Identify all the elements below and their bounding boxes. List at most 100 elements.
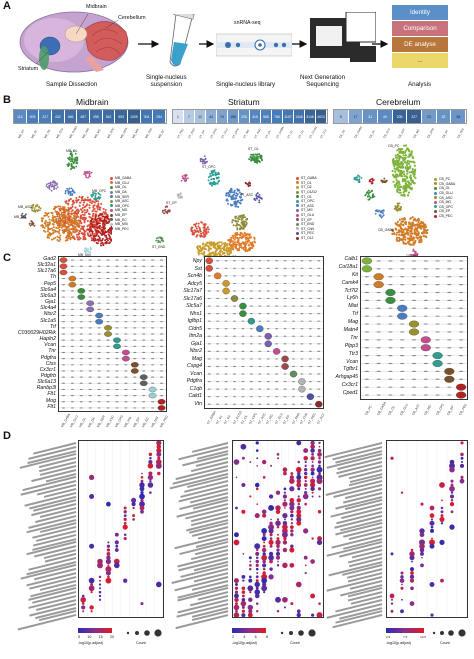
enrichment-dot: [282, 596, 288, 603]
gene-label: Tcf7l2: [344, 287, 358, 294]
enrichment-dot: [304, 460, 307, 464]
marker-violin: [106, 277, 110, 280]
marker-violin: [400, 260, 405, 262]
enrichment-dot: [295, 581, 302, 588]
marker-violin: [258, 396, 262, 398]
umap-point: [66, 222, 69, 225]
umap-point: [67, 199, 70, 202]
count-cell: 114: [14, 110, 27, 123]
marker-violin: [364, 299, 370, 301]
umap-cluster-label: MB_ASC: [18, 205, 32, 209]
umap-point: [408, 239, 411, 242]
umap-point: [408, 221, 411, 224]
umap-point: [226, 251, 229, 253]
umap-point: [407, 180, 410, 183]
umap-point: [86, 170, 88, 173]
umap-point: [180, 192, 182, 195]
marker-violin: [232, 267, 237, 269]
enrichment-dot: [296, 440, 302, 446]
umap-point: [70, 168, 72, 171]
marker-violin: [224, 388, 228, 390]
enrichment-dot: [235, 609, 238, 613]
enrichment-dot: [255, 548, 259, 552]
marker-violin: [308, 343, 312, 345]
enrichment-dot: [261, 585, 268, 592]
enrichment-dot: [289, 478, 295, 484]
umap-point: [410, 150, 413, 153]
umap-point: [404, 166, 407, 169]
marker-violin: [130, 368, 139, 374]
umap-point: [413, 217, 416, 220]
enrichment-dot: [439, 482, 445, 488]
marker-violin: [224, 358, 228, 360]
gene-label: Trf: [352, 311, 358, 318]
umap-point: [83, 225, 86, 228]
enrichment-dot: [311, 613, 315, 617]
legend-entry: CB_EP: [434, 209, 472, 214]
enrichment-dot: [409, 601, 415, 606]
marker-violin: [317, 282, 321, 285]
umap-point: [203, 160, 206, 163]
enrichment-dot: [107, 541, 110, 544]
enrichment-dot: [123, 533, 127, 536]
enrichment-dot: [269, 559, 273, 564]
umap-point: [399, 165, 402, 168]
umap-point: [257, 196, 260, 198]
count-cell: 31: [363, 110, 379, 123]
umap-point: [203, 228, 206, 231]
enrichment-dot: [400, 586, 404, 590]
marker-violin: [207, 373, 211, 375]
marker-violin: [133, 351, 137, 354]
panel-letter-b: B: [3, 94, 11, 106]
umap-cluster-label: ST_OPC: [202, 165, 216, 169]
umap-point: [91, 230, 94, 233]
umap-point: [391, 232, 394, 235]
marker-violin: [385, 296, 396, 304]
marker-violin: [275, 358, 279, 360]
umap-point: [100, 217, 103, 220]
umap-point: [210, 178, 213, 181]
umap-point: [64, 225, 67, 228]
gene-label: Th: [49, 274, 56, 281]
gene-label: Kit: [351, 271, 358, 278]
enrichment-dot: [255, 579, 259, 583]
enrichment-dot: [254, 589, 261, 595]
marker-violin: [397, 312, 408, 320]
gene-label: Slc17a6: [183, 295, 202, 302]
cluster-axis-label: CB_GLU: [399, 402, 410, 416]
enrichment-dot: [310, 478, 316, 484]
enrichment-dot: [289, 486, 295, 492]
marker-violin: [317, 320, 321, 322]
legend-label: ST_OL: [301, 194, 312, 199]
count-cell: 766: [272, 110, 283, 123]
umap-point: [160, 237, 163, 240]
umap-point: [396, 166, 399, 169]
marker-violin: [216, 328, 220, 330]
umap-point: [78, 236, 81, 239]
marker-violin: [133, 358, 137, 360]
marker-violin: [151, 271, 155, 273]
marker-violin: [232, 373, 237, 375]
marker-violin: [70, 395, 74, 397]
marker-violin: [79, 302, 83, 304]
enrichment-dot: [296, 505, 301, 511]
umap-point: [400, 194, 403, 197]
marker-violin: [133, 290, 137, 292]
enrichment-dot: [460, 456, 464, 460]
enrichment-dot: [241, 594, 245, 598]
legend-entry: ST_OL: [296, 194, 336, 199]
enrichment-dot: [249, 591, 252, 594]
enrichment-dot: [318, 495, 321, 498]
legend-swatch: [296, 213, 299, 217]
umap-point: [101, 226, 104, 229]
enrichment-dot: [401, 583, 403, 586]
marker-violin: [249, 328, 253, 330]
marker-violin: [88, 339, 92, 341]
umap-cluster-label: MB_EC: [14, 215, 26, 219]
legend-label: ST_MG: [301, 208, 313, 213]
marker-violin: [159, 308, 164, 310]
marker-violin: [249, 396, 253, 398]
marker-violin: [232, 335, 237, 337]
legend-entry: CB_OPC: [434, 205, 472, 210]
umap-point: [258, 161, 261, 163]
